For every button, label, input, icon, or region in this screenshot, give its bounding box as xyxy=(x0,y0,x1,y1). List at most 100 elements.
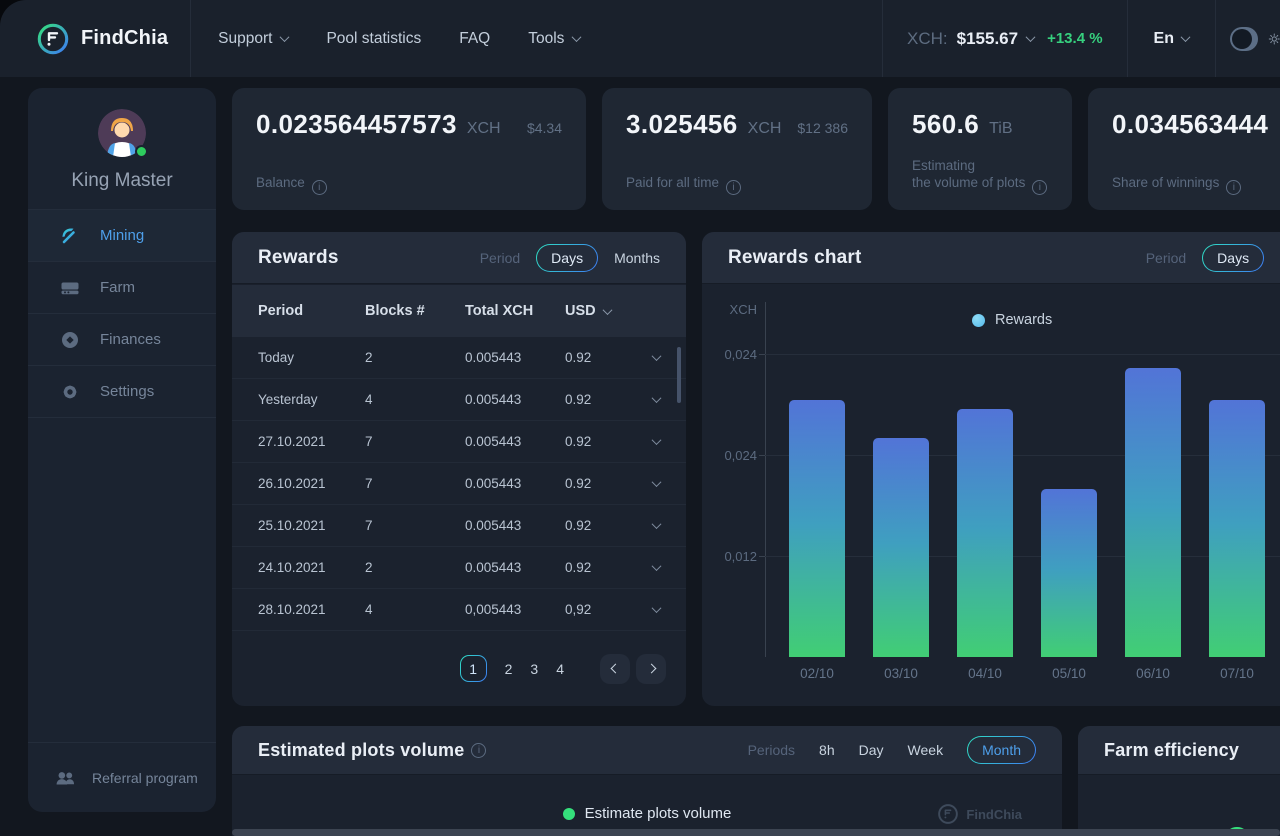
table-row[interactable]: Yesterday 4 0.005443 0.92 xyxy=(232,379,686,421)
col-total-xch: Total XCH xyxy=(465,303,534,319)
expand-row-chevron-icon[interactable] xyxy=(651,603,662,614)
sidebar-item-finances[interactable]: Finances xyxy=(28,314,216,366)
expand-row-chevron-icon[interactable] xyxy=(651,519,662,530)
findchia-watermark: FindChia xyxy=(937,803,1022,825)
gear-icon xyxy=(58,380,82,404)
expand-row-chevron-icon[interactable] xyxy=(651,477,662,488)
table-cell: 24.10.2021 xyxy=(258,560,326,575)
info-icon[interactable]: i xyxy=(471,742,487,758)
online-status-dot xyxy=(135,145,148,158)
ticker-symbol: XCH: xyxy=(907,28,948,48)
expand-row-chevron-icon[interactable] xyxy=(651,435,662,446)
y-tick xyxy=(759,556,765,557)
col-blocks: Blocks # xyxy=(365,303,425,319)
sidebar-item-mining[interactable]: Mining xyxy=(28,210,216,262)
info-icon[interactable]: i xyxy=(726,180,742,195)
x-tick-label: 02/10 xyxy=(800,666,834,681)
sidebar-item-referral-program[interactable]: Referral program xyxy=(28,742,216,812)
page-button-3[interactable]: 3 xyxy=(530,660,539,677)
referral-label: Referral program xyxy=(92,769,198,786)
plots-legend-label: Estimate plots volume xyxy=(584,805,732,822)
page-button-4[interactable]: 4 xyxy=(556,660,564,677)
table-row[interactable]: Today 2 0.005443 0.92 xyxy=(232,337,686,379)
col-usd-sort[interactable]: USD xyxy=(565,303,637,319)
y-tick xyxy=(759,354,765,355)
sidebar-item-farm[interactable]: Farm xyxy=(28,262,216,314)
plots-volume-unit: TiB xyxy=(989,120,1013,137)
theme-toggle[interactable] xyxy=(1230,26,1258,51)
pagination-buttons xyxy=(600,653,666,684)
avatar[interactable] xyxy=(98,109,148,158)
table-cell: 0,005443 xyxy=(465,602,522,617)
table-row[interactable]: 25.10.2021 7 0.005443 0.92 xyxy=(232,505,686,547)
topbar-right: XCH: $155.67 +13.4 % En xyxy=(882,0,1280,77)
period-days-option[interactable]: Days xyxy=(536,244,598,272)
table-row[interactable]: 26.10.2021 7 0.005443 0.92 xyxy=(232,463,686,505)
period-day-option[interactable]: Day xyxy=(858,742,884,758)
table-scrollbar-thumb[interactable] xyxy=(677,347,681,403)
pagination-next-button[interactable] xyxy=(636,653,666,684)
language-selector[interactable]: En xyxy=(1128,30,1215,48)
sidebar-item-settings[interactable]: Settings xyxy=(28,366,216,418)
table-cell: 0.005443 xyxy=(465,476,522,491)
page-button-2[interactable]: 2 xyxy=(504,660,513,677)
expand-row-chevron-icon[interactable] xyxy=(651,393,662,404)
watermark-logo-icon xyxy=(938,804,959,824)
table-row[interactable]: 27.10.2021 7 0.005443 0.92 xyxy=(232,421,686,463)
period-8h-option[interactable]: 8h xyxy=(819,742,835,758)
table-row[interactable]: 28.10.2021 4 0,005443 0,92 xyxy=(232,589,686,631)
period-week-option[interactable]: Week xyxy=(907,742,944,758)
sun-icon xyxy=(1268,33,1280,44)
bar-03/10 xyxy=(873,438,929,657)
nav-pool-statistics[interactable]: Pool statistics xyxy=(307,0,440,77)
chart-period-days-option[interactable]: Days xyxy=(1202,244,1264,272)
sidebar-item-label: Finances xyxy=(100,331,161,348)
info-icon[interactable]: i xyxy=(1032,180,1048,195)
xch-price-ticker[interactable]: XCH: $155.67 +13.4 % xyxy=(883,29,1127,49)
rewards-legend-label: Rewards xyxy=(995,312,1053,328)
ticker-price: $155.67 xyxy=(956,28,1019,48)
x-tick-label: 06/10 xyxy=(1136,666,1170,681)
expand-row-chevron-icon[interactable] xyxy=(651,561,662,572)
nav-faq[interactable]: FAQ xyxy=(440,0,509,77)
horizontal-scrollbar-thumb[interactable] xyxy=(232,829,1280,836)
people-icon xyxy=(54,766,78,790)
plots-legend: Estimate plots volume xyxy=(232,805,1062,822)
page-button-1[interactable]: 1 xyxy=(460,655,487,682)
pagination-prev-button[interactable] xyxy=(600,653,630,684)
gridline xyxy=(765,455,1280,456)
divider xyxy=(1126,0,1128,77)
table-row[interactable]: 24.10.2021 2 0.005443 0.92 xyxy=(232,547,686,589)
balance-label: Balance i xyxy=(256,174,327,195)
period-months-option[interactable]: Months xyxy=(614,249,660,266)
farm-efficiency-panel: Farm efficiency xyxy=(1078,726,1280,836)
table-cell: 7 xyxy=(365,476,373,491)
chart-period-switch: Period Days Months xyxy=(1146,244,1280,272)
y-axis-unit: XCH xyxy=(729,302,757,317)
bar-06/10 xyxy=(1125,368,1181,657)
period-label: Period xyxy=(479,249,521,266)
info-icon[interactable]: i xyxy=(311,180,327,195)
y-tick xyxy=(759,455,765,456)
x-tick-label: 04/10 xyxy=(968,666,1002,681)
period-month-option[interactable]: Month xyxy=(967,736,1036,764)
table-cell: 0.92 xyxy=(565,560,592,575)
chevron-down-icon[interactable] xyxy=(1025,32,1036,43)
bar-05/10 xyxy=(1041,489,1097,657)
nav-support[interactable]: Support xyxy=(199,0,307,77)
table-cell: 2 xyxy=(365,560,373,575)
brand-logo[interactable]: FindChia xyxy=(0,22,190,56)
y-tick-label: 0,012 xyxy=(724,549,757,564)
bar-07/10 xyxy=(1209,400,1265,657)
user-profile: King Master xyxy=(28,88,216,209)
bar-04/10 xyxy=(957,409,1013,657)
rewards-table-header: Period Blocks # Total XCH USD xyxy=(232,284,686,337)
nav-tools[interactable]: Tools xyxy=(509,0,599,77)
estimated-plots-title: Estimated plots volume xyxy=(258,739,465,760)
chart-plot: XCH 0,024 0,024 0,012 Rewards 02/10 03/10… xyxy=(702,284,1280,706)
info-icon[interactable]: i xyxy=(1226,180,1242,195)
sidebar: King Master Mining xyxy=(28,88,216,812)
table-cell: 0.005443 xyxy=(465,350,522,365)
expand-row-chevron-icon[interactable] xyxy=(651,351,662,362)
